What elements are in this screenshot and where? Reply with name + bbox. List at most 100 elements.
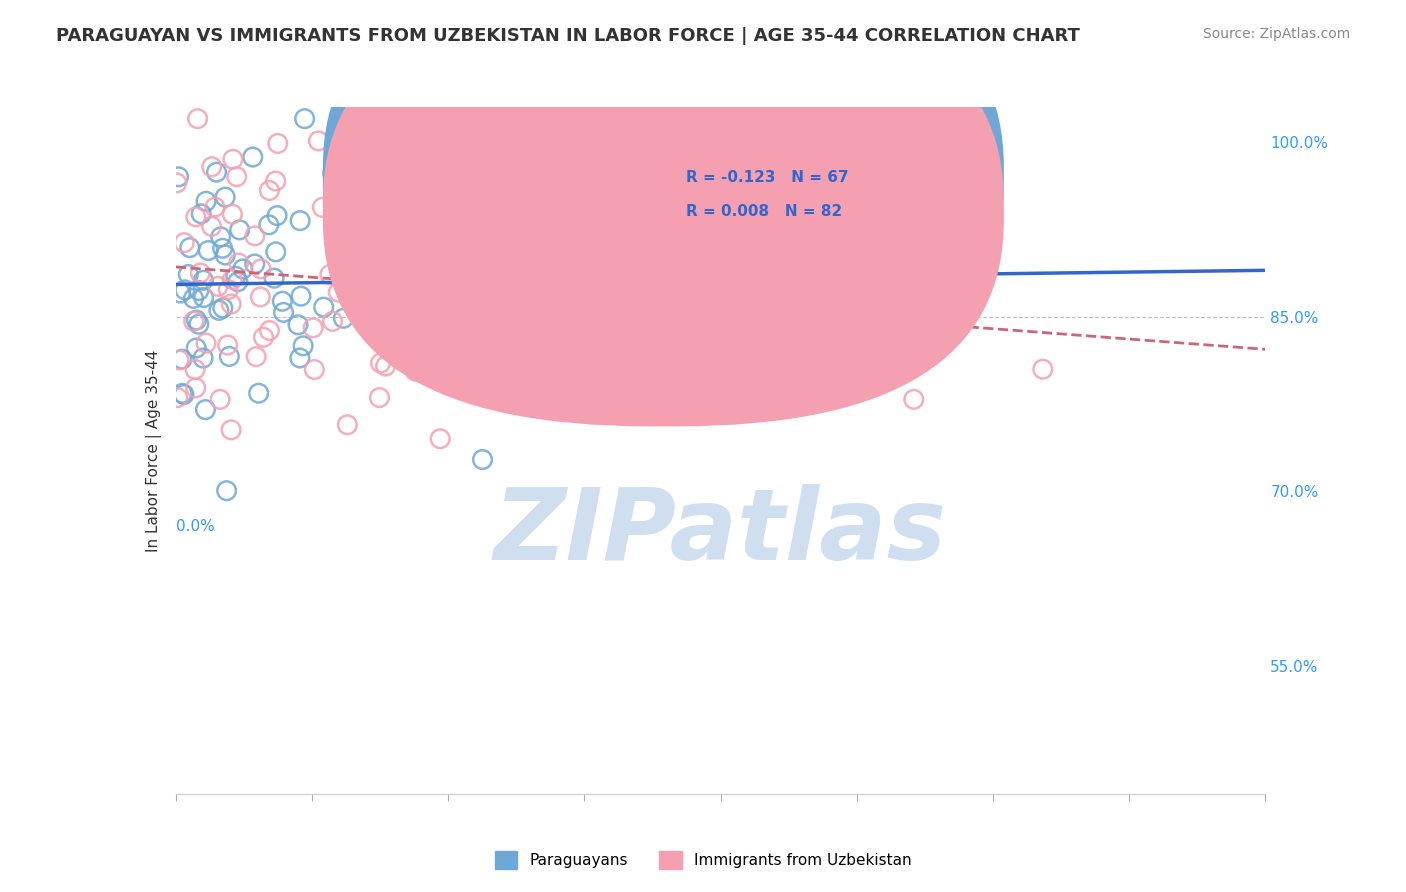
Point xyxy=(166,176,188,190)
Point xyxy=(512,178,534,193)
Point xyxy=(184,362,207,376)
Point xyxy=(374,197,396,211)
Text: ZIPatlas: ZIPatlas xyxy=(494,484,948,582)
Legend: Paraguayans, Immigrants from Uzbekistan: Paraguayans, Immigrants from Uzbekistan xyxy=(488,845,918,875)
Point xyxy=(405,337,427,351)
Point xyxy=(243,257,266,271)
Point xyxy=(392,283,415,297)
Point xyxy=(429,432,451,446)
Point xyxy=(385,285,408,300)
Point xyxy=(302,321,325,335)
Point xyxy=(319,268,342,282)
Point xyxy=(551,311,574,326)
Point xyxy=(214,190,236,204)
Point xyxy=(183,314,205,328)
Point xyxy=(225,269,247,284)
Point xyxy=(266,209,288,223)
Point xyxy=(174,283,197,297)
Point xyxy=(222,153,245,167)
Point xyxy=(228,223,250,237)
Point xyxy=(218,350,240,364)
Point xyxy=(728,211,751,226)
Point xyxy=(187,284,209,298)
Point xyxy=(194,336,217,351)
Point xyxy=(228,256,250,270)
Point xyxy=(492,320,515,334)
Point xyxy=(336,417,359,432)
Point xyxy=(215,483,238,498)
Point xyxy=(209,392,232,407)
Point xyxy=(167,353,190,368)
Point xyxy=(377,215,399,229)
Text: 0.0%: 0.0% xyxy=(176,519,215,534)
Point xyxy=(257,218,280,232)
Point xyxy=(232,262,254,277)
Y-axis label: In Labor Force | Age 35-44: In Labor Force | Age 35-44 xyxy=(146,350,162,551)
Point xyxy=(187,112,209,126)
Point xyxy=(201,160,224,174)
Point xyxy=(225,169,247,184)
Point xyxy=(221,272,243,286)
Point xyxy=(177,268,200,282)
Point xyxy=(191,351,214,365)
Point xyxy=(259,184,281,198)
Point xyxy=(184,210,207,224)
Point xyxy=(287,318,309,332)
Point xyxy=(312,300,335,314)
Point xyxy=(322,166,344,180)
Point xyxy=(474,279,496,293)
Point xyxy=(200,219,222,234)
Point xyxy=(219,423,242,437)
Point xyxy=(221,207,243,221)
Point xyxy=(226,275,249,289)
Point xyxy=(430,226,453,240)
Point xyxy=(610,319,633,334)
Point xyxy=(187,317,209,331)
Point xyxy=(347,143,370,157)
Point xyxy=(389,189,412,203)
Point xyxy=(619,344,641,359)
Point xyxy=(368,294,391,309)
Point xyxy=(219,297,242,311)
Point xyxy=(1032,362,1054,376)
Point xyxy=(368,391,391,405)
Point xyxy=(217,338,239,352)
Point xyxy=(533,327,555,342)
Point xyxy=(439,197,461,211)
Point xyxy=(167,169,190,184)
Point xyxy=(245,350,267,364)
Point xyxy=(197,244,219,258)
Point xyxy=(512,178,534,192)
Point xyxy=(205,165,228,179)
Point xyxy=(405,250,427,264)
Point xyxy=(408,217,430,231)
Point xyxy=(170,352,193,367)
Point xyxy=(263,271,285,285)
Point xyxy=(368,223,391,237)
Point xyxy=(356,242,378,256)
Point xyxy=(193,291,215,305)
Point xyxy=(340,288,363,302)
Point xyxy=(173,387,195,401)
Point xyxy=(328,285,350,300)
Point xyxy=(209,230,232,244)
Point xyxy=(247,386,270,401)
Point xyxy=(332,311,354,326)
Text: PARAGUAYAN VS IMMIGRANTS FROM UZBEKISTAN IN LABOR FORCE | AGE 35-44 CORRELATION : PARAGUAYAN VS IMMIGRANTS FROM UZBEKISTAN… xyxy=(56,27,1080,45)
Text: Source: ZipAtlas.com: Source: ZipAtlas.com xyxy=(1202,27,1350,41)
Point xyxy=(288,351,311,365)
Point xyxy=(471,452,494,467)
Point xyxy=(641,375,664,389)
Point xyxy=(307,134,329,148)
Point xyxy=(250,261,273,276)
Point xyxy=(264,244,287,259)
Point xyxy=(405,364,427,378)
Point xyxy=(903,392,925,407)
Point xyxy=(172,386,194,401)
Point xyxy=(190,266,212,280)
Point xyxy=(387,136,409,150)
Point xyxy=(384,260,406,275)
Point xyxy=(271,294,294,309)
Point xyxy=(242,150,264,164)
Point xyxy=(640,266,662,280)
